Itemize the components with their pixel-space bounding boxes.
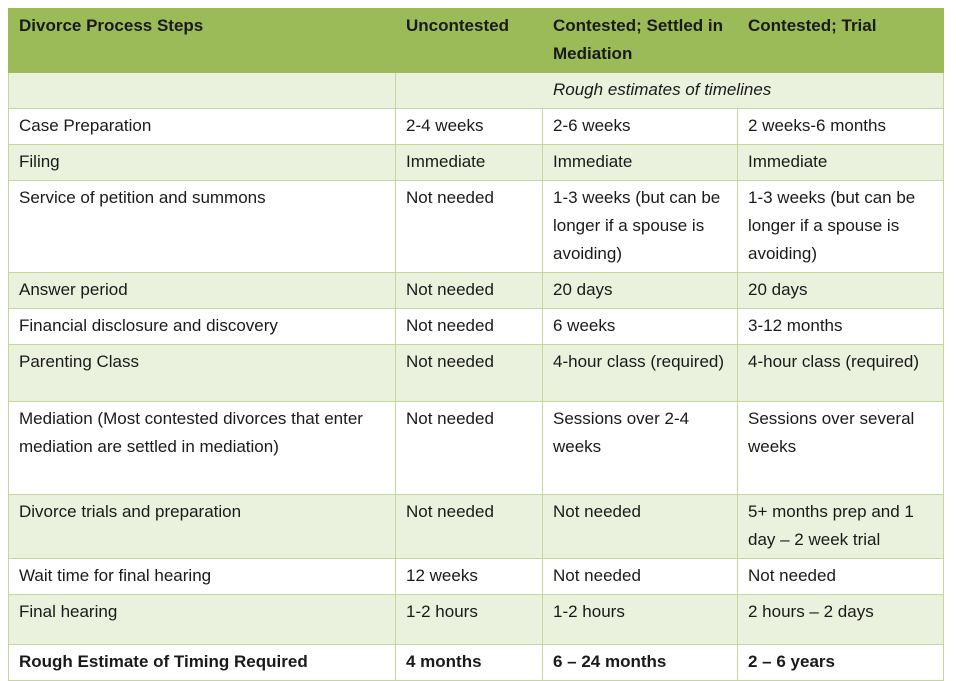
step-cell: Answer period (8, 272, 396, 309)
total-uncontested-cell: 4 months (395, 644, 543, 681)
table-row: Answer period Not needed 20 days 20 days (8, 272, 944, 309)
trial-cell: 3-12 months (737, 308, 944, 345)
uncontested-cell: Not needed (395, 401, 543, 495)
table-row: Parenting Class Not needed 4-hour class … (8, 344, 944, 402)
mediation-cell: 1-3 weeks (but can be longer if a spouse… (542, 180, 738, 273)
step-cell: Service of petition and summons (8, 180, 396, 273)
mediation-cell: Not needed (542, 558, 738, 595)
step-cell: Mediation (Most contested divorces that … (8, 401, 396, 495)
header-cell: Contested; Settled in Mediation (542, 8, 738, 73)
uncontested-cell: Not needed (395, 494, 543, 559)
mediation-cell: Immediate (542, 144, 738, 181)
total-mediation-cell: 6 – 24 months (542, 644, 738, 681)
subheader-row: Rough estimates of timelines (8, 72, 944, 109)
table-row: Mediation (Most contested divorces that … (8, 401, 944, 495)
uncontested-cell: Not needed (395, 272, 543, 309)
total-row: Rough Estimate of Timing Required 4 mont… (8, 644, 944, 681)
header-cell: Uncontested (395, 8, 543, 73)
mediation-cell: 20 days (542, 272, 738, 309)
trial-cell: 2 hours – 2 days (737, 594, 944, 645)
subheader-cell: Rough estimates of timelines (395, 72, 944, 109)
table-row: Final hearing 1-2 hours 1-2 hours 2 hour… (8, 594, 944, 645)
table-row: Wait time for final hearing 12 weeks Not… (8, 558, 944, 595)
header-cell: Contested; Trial (737, 8, 944, 73)
uncontested-cell: Not needed (395, 308, 543, 345)
trial-cell: 5+ months prep and 1 day – 2 week trial (737, 494, 944, 559)
trial-cell: 20 days (737, 272, 944, 309)
table-row: Case Preparation 2-4 weeks 2-6 weeks 2 w… (8, 108, 944, 145)
uncontested-cell: 2-4 weeks (395, 108, 543, 145)
trial-cell: 2 weeks-6 months (737, 108, 944, 145)
total-trial-cell: 2 – 6 years (737, 644, 944, 681)
step-cell: Divorce trials and preparation (8, 494, 396, 559)
header-cell: Divorce Process Steps (8, 8, 396, 73)
table-row: Divorce trials and preparation Not neede… (8, 494, 944, 559)
mediation-cell: Not needed (542, 494, 738, 559)
uncontested-cell: Not needed (395, 180, 543, 273)
mediation-cell: 2-6 weeks (542, 108, 738, 145)
header-row: Divorce Process Steps Uncontested Contes… (8, 8, 944, 73)
trial-cell: Immediate (737, 144, 944, 181)
trial-cell: Sessions over several weeks (737, 401, 944, 495)
total-label-cell: Rough Estimate of Timing Required (8, 644, 396, 681)
trial-cell: 4-hour class (required) (737, 344, 944, 402)
divorce-timeline-table: Divorce Process Steps Uncontested Contes… (8, 8, 944, 681)
mediation-cell: 4-hour class (required) (542, 344, 738, 402)
step-cell: Filing (8, 144, 396, 181)
step-cell: Financial disclosure and discovery (8, 308, 396, 345)
uncontested-cell: Not needed (395, 344, 543, 402)
uncontested-cell: 1-2 hours (395, 594, 543, 645)
step-cell: Final hearing (8, 594, 396, 645)
step-cell: Case Preparation (8, 108, 396, 145)
table-row: Filing Immediate Immediate Immediate (8, 144, 944, 181)
subheader-empty-cell (8, 72, 396, 109)
trial-cell: Not needed (737, 558, 944, 595)
table-row: Service of petition and summons Not need… (8, 180, 944, 273)
uncontested-cell: Immediate (395, 144, 543, 181)
mediation-cell: 1-2 hours (542, 594, 738, 645)
step-cell: Parenting Class (8, 344, 396, 402)
table-row: Financial disclosure and discovery Not n… (8, 308, 944, 345)
mediation-cell: 6 weeks (542, 308, 738, 345)
trial-cell: 1-3 weeks (but can be longer if a spouse… (737, 180, 944, 273)
step-cell: Wait time for final hearing (8, 558, 396, 595)
mediation-cell: Sessions over 2-4 weeks (542, 401, 738, 495)
uncontested-cell: 12 weeks (395, 558, 543, 595)
